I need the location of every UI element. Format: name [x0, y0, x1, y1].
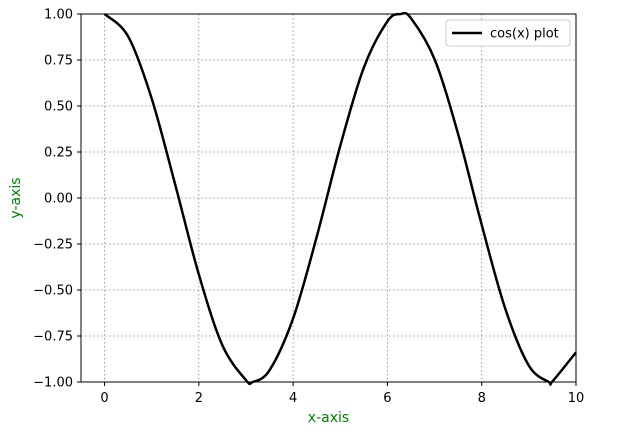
ticks: 0 2 4 6 8 10 −1.00 −0.75 −0.50 −0.25 0.00 0.25 0.50 0… — [33, 8, 584, 407]
y-tick-label: −1.00 — [33, 376, 73, 391]
x-tick-label: 2 — [195, 391, 203, 406]
y-tick-label: 0.00 — [44, 192, 73, 207]
x-tick-label: 0 — [100, 391, 108, 406]
legend-label: cos(x) plot — [490, 27, 559, 42]
y-tick-label: 1.00 — [44, 8, 73, 23]
x-axis-label: x-axis — [308, 410, 349, 426]
y-tick-label: 0.25 — [44, 146, 73, 161]
plot-area — [103, 11, 577, 386]
y-tick-label: 0.75 — [44, 54, 73, 69]
legend: cos(x) plot — [445, 19, 571, 47]
y-tick-label: −0.75 — [33, 330, 73, 345]
x-tick-label: 6 — [383, 391, 391, 406]
x-tick-label: 8 — [478, 391, 486, 406]
y-axis-label: y-axis — [8, 177, 24, 218]
x-tick-label: 4 — [289, 391, 297, 406]
series-line — [103, 11, 577, 386]
legend-box — [445, 19, 571, 47]
y-tick-label: 0.50 — [44, 100, 73, 115]
y-tick-label: −0.25 — [33, 238, 73, 253]
x-tick-label: 10 — [568, 391, 585, 406]
y-tick-label: −0.50 — [33, 284, 73, 299]
